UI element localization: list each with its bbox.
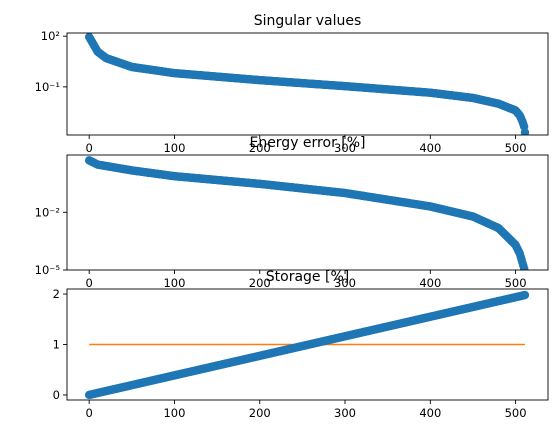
- x-tick-label: 0: [86, 406, 93, 420]
- plot-area-singular-values: [84, 33, 530, 135]
- x-tick-label: 0: [86, 276, 93, 290]
- x-tick-label: 100: [163, 406, 185, 420]
- x-tick-label: 400: [419, 141, 441, 155]
- y-tick-label: 10⁻²: [35, 205, 60, 219]
- data-point: [520, 290, 530, 300]
- x-tick-label: 200: [249, 276, 271, 290]
- chart-storage: Storage [%] 0 100 200 300 400 500 0 1 2: [53, 269, 549, 420]
- y-tick-label: 1: [53, 338, 60, 352]
- chart-energy-error: Energy error [%] 0 100 200 300 400 500 10⁻² 10⁻⁵: [35, 135, 549, 290]
- y-tick-label: 0: [53, 388, 60, 402]
- chart-title: Storage [%]: [266, 269, 349, 285]
- data-point: [520, 128, 530, 135]
- x-tick-label: 400: [419, 276, 441, 290]
- x-tick-label: 500: [505, 276, 527, 290]
- chart-singular-values: Singular values 0 100 200 300 400 500 10² 10⁻¹: [35, 13, 549, 155]
- x-tick-label: 100: [163, 141, 185, 155]
- y-tick-label: 2: [53, 287, 60, 301]
- y-tick-label: 10⁻¹: [35, 80, 60, 94]
- data-point: [521, 267, 529, 270]
- y-tick-label: 10⁻⁵: [35, 263, 61, 277]
- x-tick-label: 500: [505, 406, 527, 420]
- x-tick-label: 200: [249, 141, 271, 155]
- x-tick-label: 500: [505, 141, 527, 155]
- x-tick-label: 300: [334, 276, 356, 290]
- x-tick-label: 400: [419, 406, 441, 420]
- chart-title: Energy error [%]: [249, 135, 365, 151]
- plot-area-storage: [84, 290, 530, 400]
- y-tick-label: 10²: [41, 29, 60, 43]
- plot-area-energy-error: [84, 156, 529, 270]
- axes-frame: [66, 32, 549, 136]
- x-tick-label: 300: [334, 406, 356, 420]
- x-tick-label: 0: [86, 141, 93, 155]
- chart-title: Singular values: [254, 13, 362, 29]
- x-tick-label: 100: [163, 276, 185, 290]
- x-tick-label: 300: [334, 141, 356, 155]
- x-tick-label: 200: [249, 406, 271, 420]
